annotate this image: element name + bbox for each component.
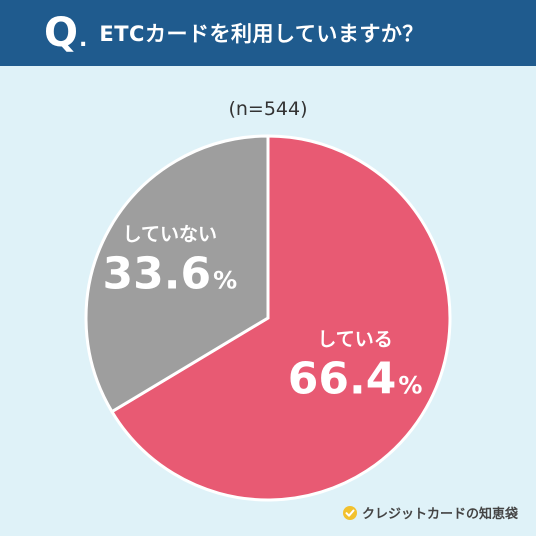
pie-slices [84,134,452,502]
sample-size: (n=544) [228,98,308,120]
pie-slice-yes [109,134,452,502]
question-text: ETCカードを利用していますか？ [99,22,424,46]
q-dot: . [79,27,88,52]
slice-label-no: していない [123,223,217,245]
q-letter: Q [44,10,79,56]
brand-name: クレジットカードの知恵袋 [361,507,518,522]
pie-labels: している 66.4% していない 33.6% [103,223,423,404]
brand-logo-icon [342,505,357,520]
slice-percent-no: 33.6% [103,248,238,299]
pie-slice-no [84,134,270,414]
question-header: Q . ETCカードを利用していますか？ [0,0,536,66]
slice-label-yes: している [317,328,392,350]
brand-footer: クレジットカードの知恵袋 [342,503,518,522]
slice-percent-yes: 66.4% [288,353,423,404]
